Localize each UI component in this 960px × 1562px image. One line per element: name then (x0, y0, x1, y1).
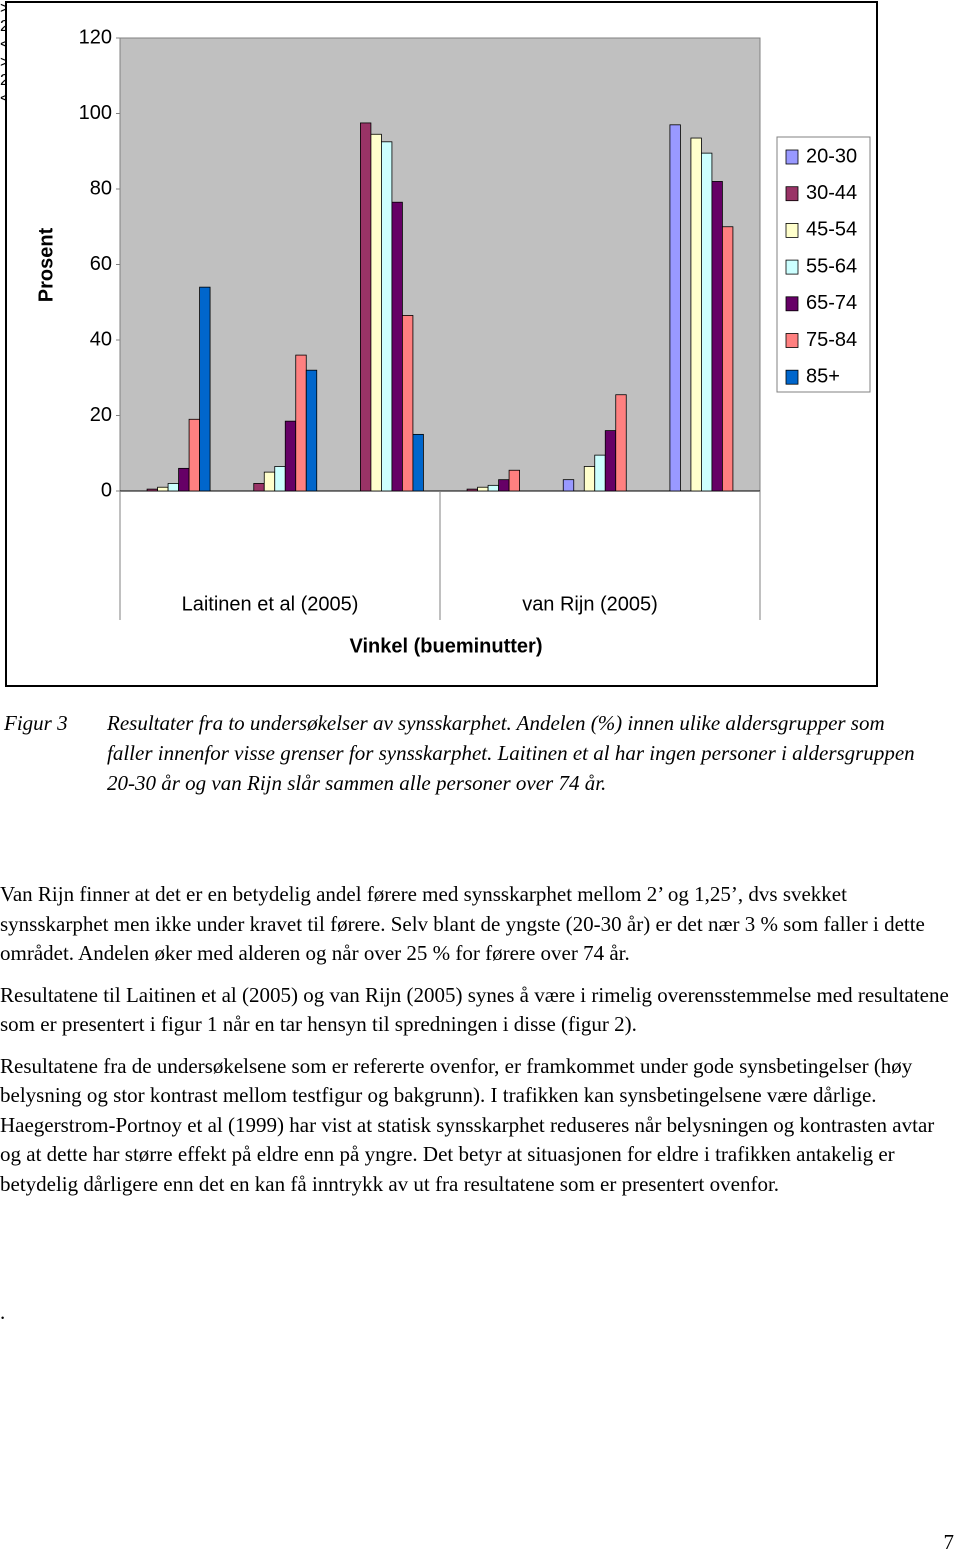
bar (466, 488, 478, 492)
legend-swatch (785, 369, 799, 385)
group-label: Laitinen et al (2005) (182, 593, 359, 615)
y-axis-title: Prosent (35, 227, 57, 302)
bar (498, 479, 510, 492)
bar (669, 124, 681, 492)
y-tick-label: 40 (90, 328, 112, 350)
bar (253, 483, 265, 492)
bar (146, 488, 158, 492)
trailing-dot: . (0, 1300, 6, 1324)
y-tick-label: 120 (79, 26, 112, 48)
legend-label: 55-64 (806, 255, 857, 277)
caption: Figur 3 Resultater fra to undersøkelser … (4, 708, 944, 798)
caption-text: Resultater fra to undersøkelser av synss… (107, 711, 915, 795)
bar (722, 226, 734, 492)
chart: Prosent Vinkel (bueminutter) 0 20 40 60 80 10… (0, 0, 960, 690)
x-axis-title: Vinkel (bueminutter) (350, 635, 543, 657)
legend-label: 75-84 (806, 329, 857, 351)
legend-swatch (785, 186, 799, 202)
bar (508, 469, 520, 492)
bar (594, 454, 606, 492)
bar (391, 201, 403, 492)
bar (690, 137, 702, 492)
plot-area (119, 37, 761, 492)
legend-label: 20-30 (806, 145, 857, 167)
legend-label: 65-74 (806, 292, 857, 314)
bar (274, 466, 286, 492)
y-tick-label: 80 (90, 177, 112, 199)
paragraph: Resultatene til Laitinen et al (2005) og… (0, 982, 949, 1037)
bar (412, 433, 424, 492)
bar (615, 394, 627, 492)
bar (263, 471, 276, 492)
legend-swatch (785, 149, 799, 165)
bar (295, 354, 307, 492)
bar (381, 141, 393, 492)
legend-swatch (785, 222, 799, 238)
legend-swatch (785, 259, 799, 275)
group-label: van Rijn (2005) (522, 593, 658, 615)
bar (477, 486, 489, 492)
body: Van Rijn finner at det er en betydelig a… (0, 880, 960, 1211)
paragraph: Resultatene fra de undersøkelsene som er… (0, 1053, 935, 1196)
bar (711, 181, 723, 492)
bar (604, 430, 617, 492)
legend-label: 30-44 (806, 182, 857, 204)
bar (562, 479, 575, 492)
legend-swatch (785, 296, 799, 312)
legend-label: 45-54 (806, 219, 857, 241)
bar (284, 420, 297, 492)
bar (583, 466, 596, 492)
bar (701, 152, 713, 492)
caption-label: Figur 3 (4, 711, 68, 735)
page-number: 7 (943, 1530, 955, 1554)
y-tick-label: 20 (90, 404, 112, 426)
bar (199, 286, 211, 492)
y-tick-label: 60 (90, 253, 112, 275)
bar (360, 122, 372, 492)
legend-label: 85+ (806, 365, 840, 387)
paragraph: Van Rijn finner at det er en betydelig a… (0, 882, 925, 965)
bar (157, 486, 169, 492)
bar (487, 484, 499, 492)
y-tick-label: 0 (101, 479, 112, 501)
bar (402, 315, 414, 492)
bar (370, 133, 382, 492)
y-tick-label: 100 (79, 102, 112, 124)
bar (167, 483, 179, 492)
chart-svg: Prosent Vinkel (bueminutter) 0 20 40 60 80 10… (5, 1, 878, 687)
bar (305, 369, 318, 492)
legend-swatch (785, 333, 799, 348)
bar (178, 467, 190, 492)
bar (188, 418, 200, 492)
